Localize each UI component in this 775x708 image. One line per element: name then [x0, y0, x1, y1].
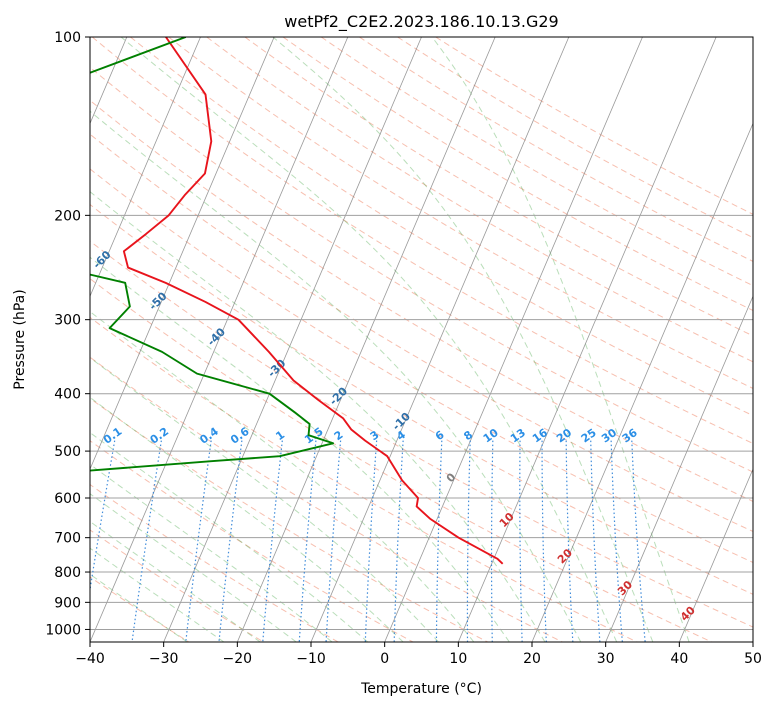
y-tick-label: 600: [54, 491, 81, 507]
moist-adiabat: [90, 573, 188, 642]
mixing-ratio-line: [590, 440, 601, 642]
dry-adiabat: [90, 66, 753, 473]
moist-adiabat: [90, 431, 369, 642]
isotherm-line: [531, 122, 753, 642]
moist-adiabat: [90, 310, 475, 642]
isotherm-line: [310, 37, 570, 642]
mixing-ratio-line: [541, 440, 547, 642]
isotherm-line: [163, 37, 422, 642]
dry-adiabat: [168, 37, 753, 389]
axis-layer: −40 −30 −20 −10 0 10 20 30 40 50 100 200 300 400 500 60…: [45, 30, 762, 667]
dry-adiabat: [359, 37, 753, 262]
moist-adiabat: [120, 37, 618, 642]
mixing-ratio-line: [435, 440, 443, 642]
isotherm-line: [384, 37, 643, 642]
plot-frame: [89, 36, 754, 643]
mixing-ratio-line: [519, 440, 523, 642]
isotherm-line: [90, 37, 349, 642]
mixing-ratio-line: [325, 440, 342, 642]
mixing-ratio-line: [185, 440, 212, 642]
x-tick-label: 20: [523, 651, 541, 667]
dry-adiabat: [91, 37, 753, 445]
x-axis-title: Temperature (°C): [360, 681, 482, 697]
y-axis-title: Pressure (hPa): [12, 289, 28, 389]
mixing-ratio-line: [262, 440, 283, 642]
dry-adiabat: [90, 316, 638, 642]
isotherm-line: [605, 295, 753, 642]
dry-adiabat: [397, 37, 753, 239]
dry-adiabat: [130, 37, 753, 417]
mixing-ratio-line: [298, 440, 317, 642]
mixing-ratio-line: [466, 440, 471, 642]
x-tick-label: −10: [296, 651, 326, 667]
y-tick-label: 300: [54, 313, 81, 329]
grid-layer: [90, 37, 753, 642]
y-tick-label: 700: [54, 531, 81, 547]
dry-adiabat: [282, 37, 753, 312]
x-tick-label: 50: [744, 651, 762, 667]
y-tick-label: 200: [54, 208, 81, 224]
isotherm-line: [90, 37, 275, 471]
moist-adiabat: [431, 37, 690, 642]
dry-adiabat: [90, 278, 712, 642]
moist-adiabat: [272, 37, 654, 642]
x-tick-label: 10: [449, 651, 467, 667]
moist-adiabat: [90, 493, 297, 642]
mixing-ratio-line: [610, 440, 623, 642]
dry-adiabat: [90, 133, 753, 533]
x-tick-label: −20: [223, 651, 253, 667]
chart-title: wetPf2_C2E2.2023.186.10.13.G29: [284, 12, 558, 32]
dry-adiabat: [90, 440, 414, 642]
dry-adiabat: [90, 99, 753, 502]
y-tick-label: 400: [54, 387, 81, 403]
mixing-ratio-line: [393, 440, 404, 642]
isotherm-line: [457, 37, 717, 642]
temperature-profile-line: [122, 37, 504, 565]
y-tick-label: 800: [54, 565, 81, 581]
series-layer: [90, 37, 504, 565]
mixing-ratio-line: [631, 440, 646, 642]
dry-adiabat: [90, 168, 753, 563]
x-tick-label: 30: [597, 651, 615, 667]
isotherm-line: [90, 37, 201, 298]
dry-adiabat: [90, 529, 264, 642]
dewpoint-profile-line: [90, 37, 335, 472]
y-tick-label: 500: [54, 444, 81, 460]
isotherm-line: [236, 37, 496, 642]
mixing-ratio-line: [218, 440, 243, 642]
x-tick-label: −40: [75, 651, 105, 667]
mixing-ratio-line: [131, 440, 162, 642]
y-tick-label: 900: [54, 595, 81, 611]
dry-adiabat: [90, 240, 753, 628]
x-tick-label: 40: [670, 651, 688, 667]
mixing-ratio-line: [565, 440, 574, 642]
moist-adiabat: [90, 396, 404, 642]
y-tick-label: 100: [54, 30, 81, 46]
y-tick-label: 1000: [45, 622, 81, 638]
isotherm-line: [678, 468, 753, 642]
x-tick-label: 0: [380, 651, 389, 667]
mixing-ratio-line: [490, 440, 494, 642]
dry-adiabat: [90, 203, 753, 595]
moist-adiabat: [90, 357, 439, 642]
dry-adiabat: [90, 483, 339, 642]
x-tick-label: −30: [149, 651, 179, 667]
mixing-ratio-line: [364, 440, 378, 642]
